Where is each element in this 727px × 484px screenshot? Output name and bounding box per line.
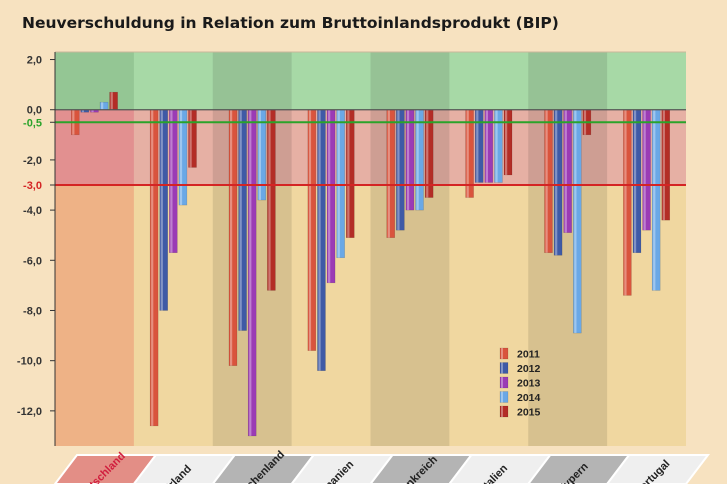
legend-label: 2015 xyxy=(517,407,541,419)
y-tick-label: 0,0 xyxy=(27,105,42,117)
bar-highlight xyxy=(189,109,192,168)
bar-highlight xyxy=(476,109,479,183)
bar-highlight xyxy=(624,109,627,296)
bar-highlight xyxy=(308,109,312,351)
bar-highlight xyxy=(633,109,637,253)
legend-swatch xyxy=(499,362,509,374)
legend-swatch-highlight xyxy=(501,391,503,403)
legend-swatch xyxy=(499,405,509,418)
y-tick-label: -6,0 xyxy=(23,255,42,267)
bar-highlight xyxy=(505,109,508,175)
bar-highlight xyxy=(101,102,104,110)
bar-highlight xyxy=(397,109,400,231)
legend-label: 2011 xyxy=(517,349,540,361)
bar-highlight xyxy=(239,109,242,331)
column-band xyxy=(55,185,134,447)
y-tick-label: -8,0 xyxy=(23,305,42,317)
bar-highlight xyxy=(466,109,469,198)
legend-swatch xyxy=(499,376,509,389)
bar-highlight xyxy=(406,109,410,211)
bar-highlight xyxy=(179,109,183,206)
bar-highlight xyxy=(564,109,567,233)
legend-swatch-highlight xyxy=(501,348,503,359)
legend-swatch-highlight xyxy=(501,406,503,417)
bar-highlight xyxy=(318,109,321,371)
bar-highlight xyxy=(170,109,173,253)
legend-swatch xyxy=(499,347,509,360)
bar-highlight xyxy=(662,109,665,221)
bar-highlight xyxy=(643,109,646,231)
legend-label: 2014 xyxy=(517,392,541,404)
bar-highlight xyxy=(387,109,390,238)
bar-highlight xyxy=(653,109,656,291)
y-tick-label: -2,0 xyxy=(23,155,42,167)
bar-highlight xyxy=(81,109,85,113)
legend-label: 2013 xyxy=(517,378,541,390)
legend-swatch xyxy=(499,391,509,403)
bar-highlight xyxy=(337,109,340,258)
bar-highlight xyxy=(160,109,163,311)
y-tick-label: -0,5 xyxy=(23,117,42,129)
legend-swatch-highlight xyxy=(501,377,503,388)
bar-highlight xyxy=(555,109,558,256)
bar-highlight xyxy=(485,109,489,183)
zone-positive xyxy=(55,52,686,110)
legend-label: 2012 xyxy=(517,363,541,375)
bar-highlight xyxy=(426,109,429,198)
legend-swatch-highlight xyxy=(501,362,503,374)
bar-highlight xyxy=(545,109,548,253)
y-tick-label: 2,0 xyxy=(27,55,42,67)
bar-highlight xyxy=(347,109,350,238)
bar-highlight xyxy=(249,109,252,436)
y-tick-label: -10,0 xyxy=(17,356,42,368)
category-tab xyxy=(605,454,711,484)
y-tick-label: -4,0 xyxy=(23,205,42,217)
column-band xyxy=(55,109,134,186)
bar-highlight xyxy=(229,109,233,366)
y-tick-label: -12,0 xyxy=(17,406,42,418)
bar-highlight xyxy=(268,109,271,291)
bar-highlight xyxy=(91,109,94,113)
bar-highlight xyxy=(328,109,331,283)
bar-highlight xyxy=(258,109,261,201)
y-tick-label: -3,0 xyxy=(23,180,42,192)
bar-highlight xyxy=(416,109,419,211)
bar-highlight xyxy=(110,92,113,110)
bar-highlight xyxy=(495,109,498,183)
column-band xyxy=(55,52,134,110)
chart-title: Neuverschuldung in Relation zum Bruttoin… xyxy=(22,14,559,32)
bar-highlight xyxy=(574,109,577,334)
bar-highlight xyxy=(151,109,154,426)
